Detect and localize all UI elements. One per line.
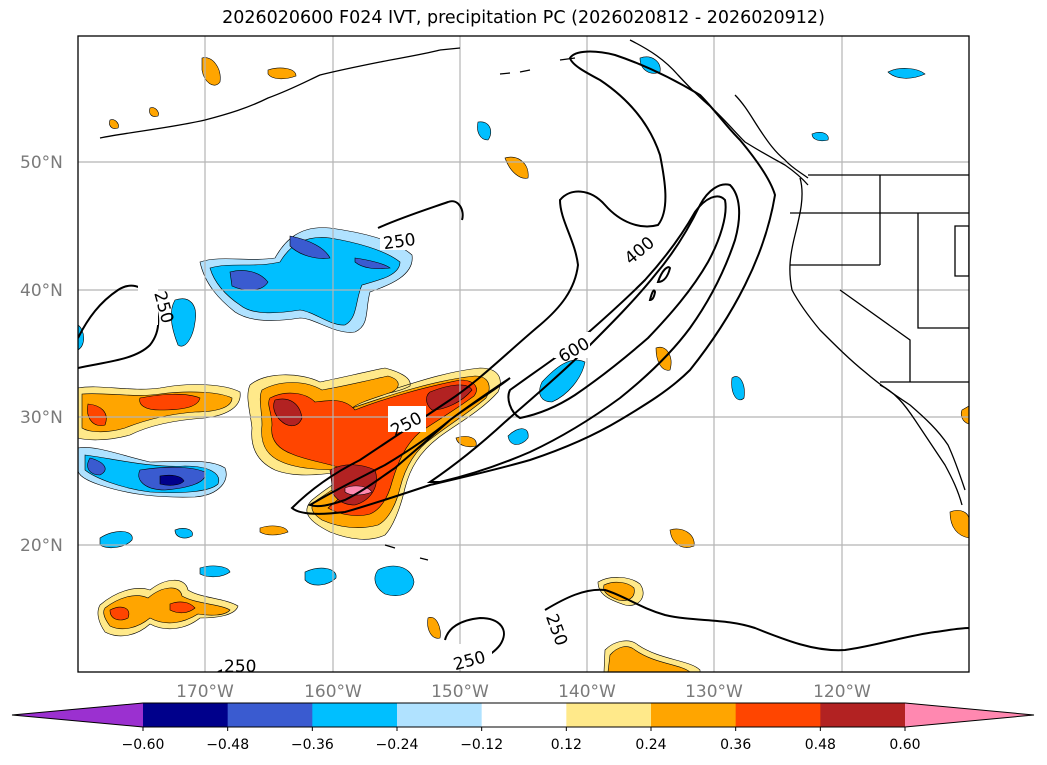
ivt-400-contour xyxy=(426,183,741,483)
neg-region-small-3 xyxy=(477,121,491,141)
colorbar-swatch xyxy=(566,703,652,727)
lat-label: 30°N xyxy=(20,408,63,428)
baja-coast xyxy=(879,384,963,506)
ivt-label: 250 xyxy=(224,657,256,677)
neg-region-small-8 xyxy=(99,531,133,549)
colorbar-swatch xyxy=(481,703,567,727)
colorbar-extend-low xyxy=(12,703,143,727)
aleutian-islands xyxy=(439,47,576,73)
lon-label: 170°W xyxy=(176,682,234,702)
neg-region-subtropics-west-max xyxy=(159,474,185,486)
ivt-labels: 250 250 400 600 250 250 250 250 xyxy=(138,230,659,677)
pos-region-small-i xyxy=(949,510,969,539)
neg-region-midlat-core xyxy=(209,237,401,326)
colorbar-tick-label: −0.24 xyxy=(376,737,419,753)
colorbar-swatch xyxy=(651,703,737,727)
colorbar-tick-label: −0.60 xyxy=(122,737,165,753)
map-frame xyxy=(77,35,970,673)
lon-label: 160°W xyxy=(304,682,362,702)
hawaii xyxy=(384,544,429,561)
coastlines xyxy=(99,39,969,561)
neg-region-small-4 xyxy=(539,359,586,403)
map-plot-area: 250 250 400 600 250 250 250 250 xyxy=(78,36,969,677)
ivt-contours xyxy=(78,50,969,672)
colorbar-swatch xyxy=(312,703,398,727)
pos-region-small-l xyxy=(149,107,159,117)
colorbar-tick-label: −0.12 xyxy=(460,737,503,753)
colorbar-swatch xyxy=(227,703,313,727)
pos-region-ar-deep xyxy=(273,384,473,506)
pos-region-small-j xyxy=(960,405,969,425)
neg-region-small-13 xyxy=(174,528,193,539)
lon-label: 150°W xyxy=(431,682,489,702)
pos-region-south-core xyxy=(103,587,231,630)
neg-region-small-12 xyxy=(639,56,661,74)
lon-label: 140°W xyxy=(558,682,616,702)
neg-region-midlat-inner xyxy=(229,235,391,291)
neg-region-small-7 xyxy=(304,567,337,586)
lon-label: 120°W xyxy=(813,682,871,702)
neg-region-small-14 xyxy=(811,132,829,142)
map-title: 2026020600 F024 IVT, precipitation PC (2… xyxy=(222,8,825,28)
pos-region-small-c xyxy=(504,156,529,179)
lat-label: 40°N xyxy=(20,281,63,301)
neg-region-small-1 xyxy=(170,298,196,347)
colorbar-swatch xyxy=(735,703,821,727)
neg-region-small-5 xyxy=(507,428,529,445)
pos-region-se-core xyxy=(603,581,635,601)
pos-region-small-a xyxy=(201,57,221,86)
pos-region-small-e xyxy=(455,436,477,448)
colorbar-extend-high xyxy=(905,703,1034,727)
alaska-coast xyxy=(99,39,809,186)
pos-region-small-f xyxy=(669,528,695,548)
ivt-250-north-contour xyxy=(377,200,464,229)
lat-label: 20°N xyxy=(20,536,63,556)
colorbar-swatch xyxy=(143,703,229,727)
colorbar-tick-label: 0.36 xyxy=(720,737,751,753)
ivt-label: 250 xyxy=(382,230,417,254)
latitude-labels: 50°N 40°N 30°N 20°N xyxy=(20,153,63,556)
colorbar-swatch xyxy=(820,703,906,727)
colorbar-tick-label: 0.12 xyxy=(551,737,582,753)
colorbar-tick-label: 0.24 xyxy=(635,737,666,753)
graticule xyxy=(78,36,969,672)
colorbar-tick-label: −0.36 xyxy=(291,737,334,753)
ivt-250-main-contour xyxy=(290,50,777,515)
precip-positive-fields xyxy=(78,57,969,672)
colorbar-swatch xyxy=(397,703,483,727)
pos-region-west-band-inner xyxy=(87,393,201,426)
colorbar-tick-label: 0.60 xyxy=(889,737,920,753)
pos-region-south-inner xyxy=(109,601,196,621)
us-west-coast xyxy=(789,177,966,491)
pos-region-small-h xyxy=(259,525,289,536)
lon-label: 130°W xyxy=(685,682,743,702)
neg-region-small-6 xyxy=(374,565,415,596)
ivt-600-small-contour xyxy=(648,266,672,302)
pos-region-se2-core xyxy=(607,646,691,672)
pos-region-small-g xyxy=(427,617,441,639)
ivt-250-south-contour xyxy=(544,588,969,652)
state-borders xyxy=(790,175,969,383)
neg-region-small-10 xyxy=(731,376,745,401)
colorbar: −0.60 −0.48 −0.36 −0.24 −0.12 0.12 0.24 0.36 0.4… xyxy=(11,702,1035,753)
pos-region-small-b xyxy=(267,67,297,80)
pos-region-small-k xyxy=(109,119,119,129)
colorbar-tick-label: −0.48 xyxy=(206,737,249,753)
longitude-labels: 170°W 160°W 150°W 140°W 130°W 120°W xyxy=(176,682,871,702)
bc-coast xyxy=(734,94,809,179)
colorbar-tick-label: 0.48 xyxy=(805,737,836,753)
lat-label: 50°N xyxy=(20,153,63,173)
neg-region-small-11 xyxy=(887,68,926,79)
ivt-600-contour xyxy=(307,195,727,508)
precip-negative-fields xyxy=(78,56,926,596)
